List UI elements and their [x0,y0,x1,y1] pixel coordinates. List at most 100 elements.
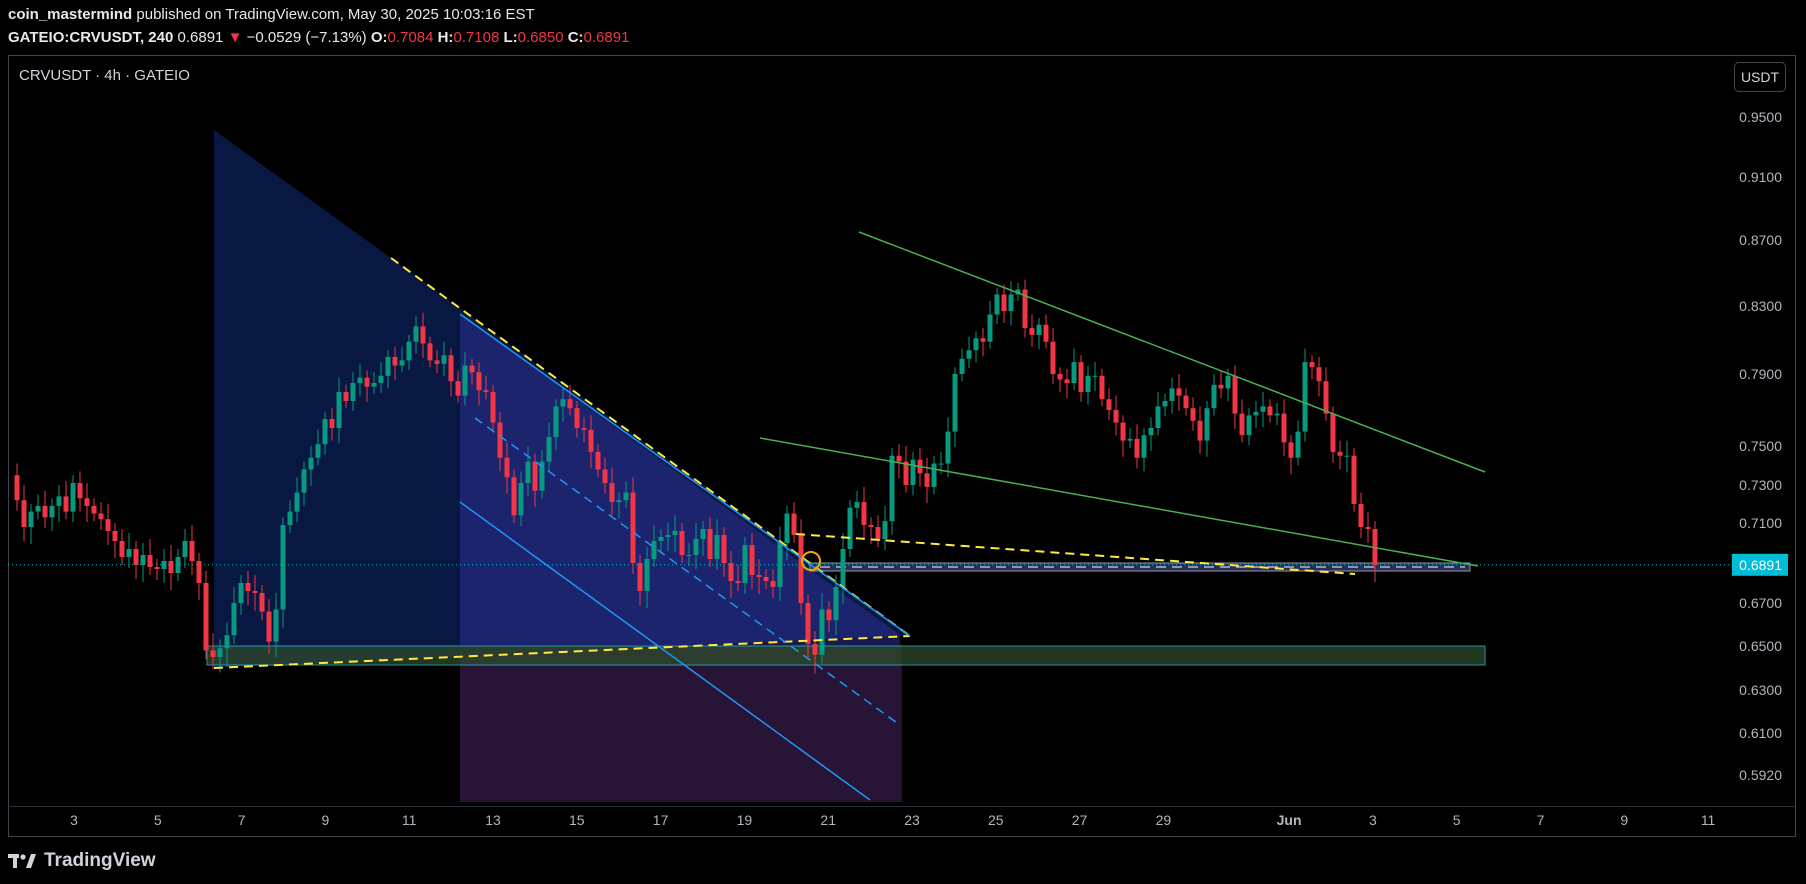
candle-body [910,459,916,485]
candle-body [336,392,342,428]
candle-body [875,527,881,539]
x-tick-label: 17 [653,812,669,828]
candle-body [854,502,860,508]
candle-body [1330,413,1336,452]
candle-body [602,469,608,484]
candle-body [651,541,657,559]
low-value: 0.6850 [517,29,564,46]
x-tick-label: 15 [569,812,585,828]
published-text: published on TradingView.com, May 30, 20… [136,6,535,23]
candle-body [945,431,951,464]
chart-title: CRVUSDT · 4h · GATEIO [19,67,190,84]
candle-body [469,365,475,373]
candle-body [476,372,482,391]
candle-body [399,360,405,366]
candle-body [1050,341,1056,374]
candle-body [147,555,153,567]
publisher-name[interactable]: coin_mastermind [8,6,133,23]
candle-body [175,557,181,573]
x-tick-label: 7 [1537,812,1545,828]
candle-body [196,561,202,583]
candle-body [987,314,993,342]
candle-body [1253,411,1259,416]
y-tick-label: 0.7900 [1739,366,1782,382]
candle-body [595,451,601,470]
high-value: 0.7108 [453,29,500,46]
y-tick-label: 0.6300 [1739,682,1782,698]
tradingview-logo-icon [8,853,36,868]
candle-body [1085,375,1091,392]
candle-body [266,611,272,642]
candle-body [728,563,734,581]
candle-body [1106,399,1112,410]
candle-body [329,419,335,428]
candle-body [931,463,937,487]
candle-body [1309,362,1315,368]
candle-body [966,350,972,359]
y-tick-label: 0.5920 [1739,767,1782,783]
candle-body [707,529,713,559]
candle-body [1204,408,1210,441]
tradingview-brand[interactable]: TradingView [8,850,156,872]
candle-body [1365,527,1371,529]
candle-body [714,535,720,559]
x-tick-label: 9 [1620,812,1628,828]
candle-body [693,539,699,555]
candle-body [567,399,573,409]
candle-body [1169,388,1175,401]
candle-body [504,457,510,478]
candle-body [812,643,818,655]
candle-body [119,541,125,557]
candle-body [840,549,846,587]
x-tick-label: 3 [1369,812,1377,828]
currency-button[interactable]: USDT [1734,62,1786,92]
open-label: O: [370,29,388,46]
candle-body [546,437,552,462]
candle-body [14,475,20,501]
x-tick-label: 19 [737,812,753,828]
candle-body [189,541,195,561]
x-tick-label: 11 [402,812,417,828]
candle-body [343,392,349,401]
candle-body [1281,413,1287,443]
candle-body [1232,375,1238,414]
candle-body [742,545,748,583]
open-value: 0.7084 [387,29,434,46]
price-axis[interactable]: 0.9500 0.9100 0.8700 0.8300 0.7900 0.7500 0.73… [1732,109,1788,783]
wedge-lower-line [759,437,1479,567]
x-tick-label: 5 [154,812,162,828]
candle-body [273,609,279,642]
close-label: C: [567,29,584,46]
candle-body [1246,415,1252,436]
x-tick-label: 23 [904,812,920,828]
time-axis[interactable]: 3 5 7 9 11 13 15 17 19 21 23 25 27 29 Jun 3 5 7 9 11 [70,812,1715,828]
candle-body [301,469,307,493]
candle-body [1267,406,1273,416]
candle-body [1176,388,1182,396]
candle-body [1155,406,1161,428]
candle-body [1218,384,1224,389]
candle-body [1302,362,1308,432]
y-tick-label: 0.9500 [1739,109,1782,125]
candle-body [826,609,832,621]
high-label: H: [437,29,454,46]
brand-name: TradingView [44,850,156,871]
candle-body [574,408,580,428]
candle-body [1323,381,1329,414]
candle-body [434,360,440,364]
candle-body [1001,294,1007,312]
candle-body [952,374,958,432]
candle-body [819,609,825,655]
last-price-tag [1732,553,1788,576]
candle-body [224,635,230,649]
x-tick-label: Jun [1277,812,1302,828]
candle-body [805,603,811,644]
y-tick-label: 0.6100 [1739,725,1782,741]
candle-body [462,365,468,396]
candle-body [665,535,671,537]
candle-body [98,513,104,520]
candle-body [497,422,503,458]
candle-body [308,457,314,470]
close-value: 0.6891 [583,29,630,46]
